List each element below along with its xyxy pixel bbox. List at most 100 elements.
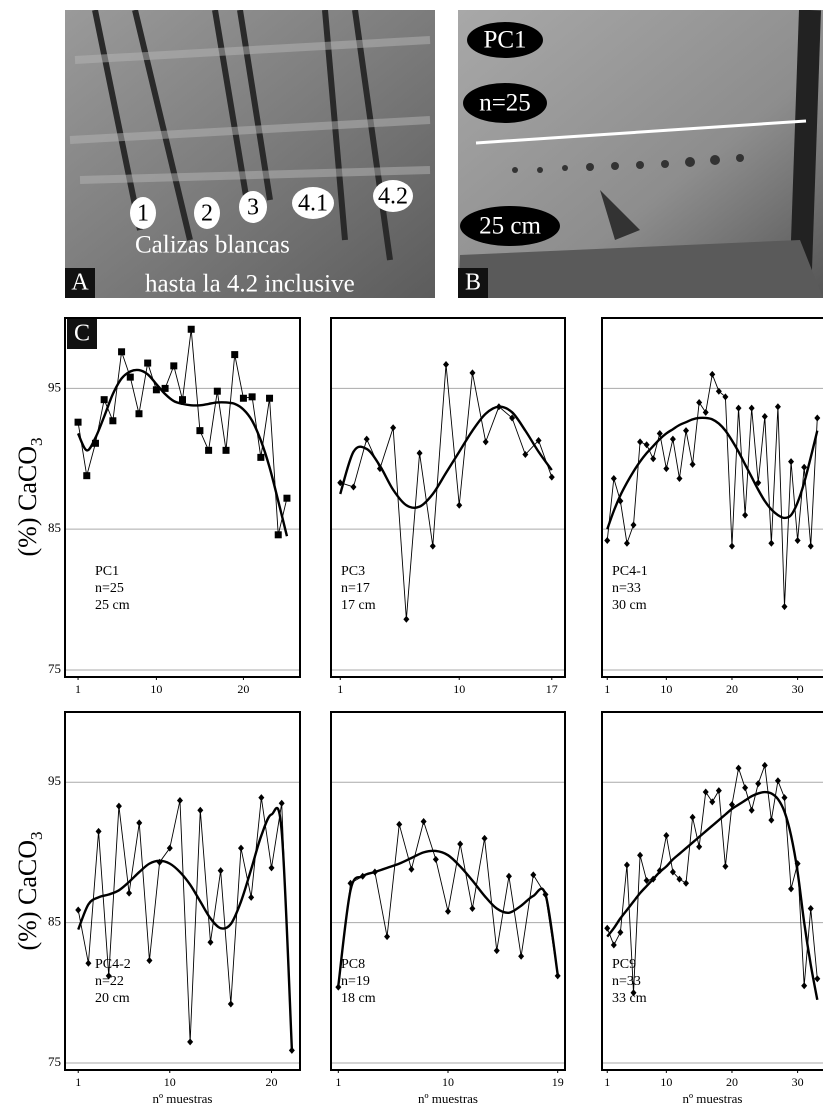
x-tick-label: 20 — [726, 1075, 738, 1089]
chart-note: n=33 — [612, 581, 641, 596]
plot-content — [604, 761, 821, 1001]
data-point — [814, 414, 821, 422]
chart-note: 30 cm — [612, 598, 647, 613]
data-point — [161, 384, 169, 392]
photo-marker — [292, 187, 334, 219]
data-point — [768, 539, 775, 547]
chart-note: 20 cm — [95, 991, 130, 1006]
photo-annotation: 4.2 — [378, 184, 408, 210]
data-point — [669, 435, 676, 443]
photo-marker — [194, 197, 220, 229]
data-point — [83, 472, 91, 480]
data-point — [75, 906, 82, 914]
plot-area — [602, 712, 823, 1070]
chart-note: n=33 — [612, 974, 641, 989]
data-point — [384, 933, 391, 941]
data-point — [363, 435, 370, 443]
data-point — [709, 370, 716, 378]
data-point — [170, 362, 178, 370]
chart-note: n=19 — [341, 974, 370, 989]
data-point — [403, 615, 410, 623]
data-point — [742, 511, 749, 519]
data-point — [396, 820, 403, 828]
chart-note: PC4-1 — [612, 564, 648, 579]
x-axis-label: nº muestras — [153, 1091, 213, 1106]
data-point — [683, 879, 690, 887]
data-point — [676, 474, 683, 482]
photo-a — [65, 10, 435, 298]
data-point — [274, 531, 282, 539]
data-point — [774, 403, 781, 411]
data-point — [288, 1046, 295, 1054]
x-tick-label: 10 — [442, 1075, 454, 1089]
data-point — [623, 539, 630, 547]
plot-frame — [601, 317, 823, 678]
data-point — [416, 449, 423, 457]
data-point — [105, 972, 112, 980]
data-point — [735, 404, 742, 412]
data-point — [663, 465, 670, 473]
data-point — [604, 536, 611, 544]
x-tick-label: 1 — [75, 682, 81, 696]
y-axis-label-text: (%) CaCO — [13, 446, 42, 556]
data-point — [548, 473, 555, 481]
data-point — [669, 868, 676, 876]
data-point — [715, 787, 722, 795]
photo-annotation: PC1 — [483, 27, 526, 54]
data-point — [509, 414, 516, 422]
data-point — [205, 446, 213, 454]
data-point — [196, 427, 204, 435]
data-point — [95, 827, 102, 835]
data-point — [530, 871, 537, 879]
data-point — [166, 844, 173, 852]
data-point — [768, 816, 775, 824]
y-tick-label: 75 — [48, 1054, 61, 1069]
data-point — [420, 818, 427, 826]
photo-caption: Calizas blancas — [135, 232, 290, 259]
data-point — [518, 952, 525, 960]
data-point — [136, 819, 143, 827]
y-axis-label-subscript: 3 — [27, 832, 46, 841]
data-point — [144, 359, 152, 367]
x-tick-label: 30 — [792, 682, 804, 696]
data-point — [248, 893, 255, 901]
chart: 75 85 95 1 10 20 PC4-2 n=22 20 cm nº muestras — [48, 711, 301, 1106]
plot-frame — [64, 317, 301, 678]
data-point — [268, 864, 275, 872]
y-tick-label: 95 — [48, 773, 61, 788]
data-point — [696, 843, 703, 851]
data-point — [152, 386, 160, 394]
data-point — [604, 924, 611, 932]
data-point — [788, 458, 795, 466]
x-axis-label: nº muestras — [682, 1091, 742, 1106]
data-point — [248, 393, 256, 401]
data-point — [91, 439, 99, 447]
data-point — [443, 360, 450, 368]
x-tick-label: 20 — [726, 682, 738, 696]
y-tick-label: 85 — [48, 520, 61, 535]
data-point — [187, 325, 195, 333]
data-point — [715, 387, 722, 395]
trend-line — [339, 405, 553, 509]
data-point — [610, 474, 617, 482]
data-point — [748, 806, 755, 814]
data-point — [630, 989, 637, 997]
x-tick-label: 1 — [337, 682, 343, 696]
photo-caption: hasta la 4.2 inclusive — [145, 271, 355, 298]
data-point — [445, 907, 451, 915]
data-point — [630, 521, 637, 529]
photo-marker — [463, 83, 547, 123]
panel-label: B — [465, 270, 481, 296]
data-point — [650, 455, 657, 463]
data-point — [761, 413, 768, 421]
data-point — [788, 885, 795, 893]
chart-note: 25 cm — [95, 598, 130, 613]
data-point — [222, 446, 230, 454]
data-point — [774, 777, 781, 785]
data-point — [109, 417, 117, 425]
chart-note: PC1 — [95, 564, 119, 579]
photo-marker — [373, 180, 413, 212]
chart-note: PC9 — [612, 957, 636, 972]
x-tick-label: 10 — [453, 682, 465, 696]
chart: 1 10 19 PC8 n=19 18 cm nº muestras — [330, 711, 566, 1106]
